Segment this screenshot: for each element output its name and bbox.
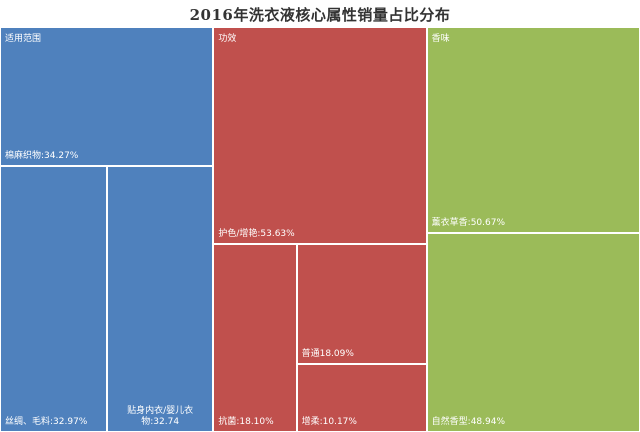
treemap-cell-label: 丝绸、毛料:32.97% xyxy=(5,416,88,427)
treemap-cell-label: 抗菌:18.10% xyxy=(218,416,274,427)
treemap-cell-silk-wool: 丝绸、毛料:32.97% xyxy=(0,165,108,432)
treemap-area: 适用范围棉麻织物:34.27% 丝绸、毛料:32.97% 贴身内衣/婴儿衣物:32.… xyxy=(0,27,640,432)
treemap-cell-label: 自然香型:48.94% xyxy=(431,416,506,427)
treemap-cell-regular: 普通18.09% xyxy=(296,244,427,365)
treemap-cell-label: 薰衣草香:50.67% xyxy=(431,218,506,229)
treemap-group-label: 功效 xyxy=(218,34,237,44)
treemap-cell-color-protect: 功效护色/增艳:53.63% xyxy=(213,27,427,245)
treemap-cell-natural-scent: 自然香型:48.94% xyxy=(426,233,640,432)
treemap-group-label: 香味 xyxy=(431,34,450,44)
treemap-cell-lavender: 香味薰衣草香:50.67% xyxy=(426,27,640,234)
treemap-cell-label: 普通18.09% xyxy=(301,349,354,360)
treemap-cell-label: 护色/增艳:53.63% xyxy=(218,229,295,240)
treemap-cell-label: 棉麻织物:34.27% xyxy=(5,150,79,161)
treemap-cell-softening: 增柔:10.17% xyxy=(296,364,427,432)
treemap-cell-antibacterial: 抗菌:18.10% xyxy=(213,244,297,432)
treemap-cell-label: 贴身内衣/婴儿衣物:32.74 xyxy=(127,405,194,427)
chart-title: 2016年洗衣液核心属性销量占比分布 xyxy=(189,6,451,24)
treemap-cell-cotton-linen: 适用范围棉麻织物:34.27% xyxy=(0,27,214,166)
treemap-cell-underwear-baby: 贴身内衣/婴儿衣物:32.74 xyxy=(107,165,214,432)
treemap-group-label: 适用范围 xyxy=(5,34,42,44)
treemap-cell-label: 增柔:10.17% xyxy=(301,416,357,427)
